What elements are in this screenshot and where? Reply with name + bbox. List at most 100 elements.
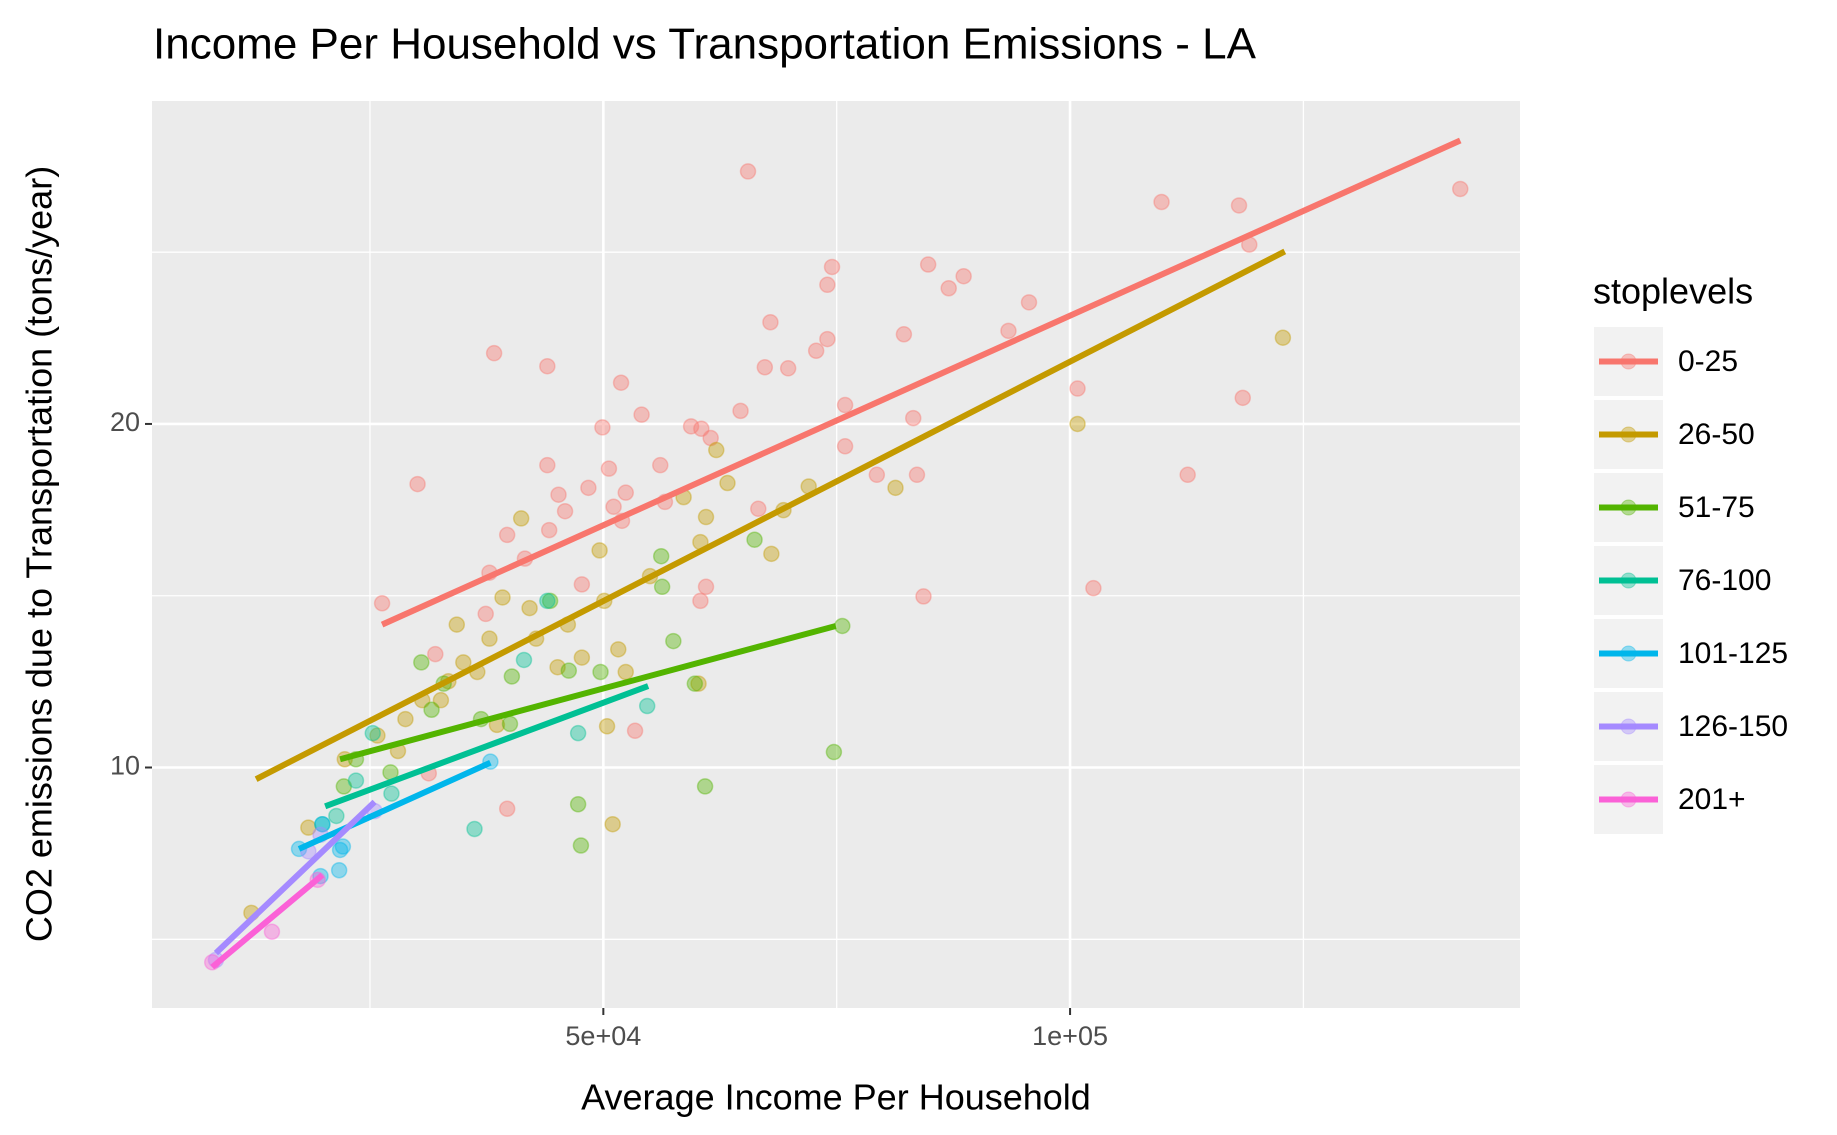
data-point: [549, 658, 566, 676]
data-point: [693, 420, 710, 438]
data-point: [605, 498, 622, 515]
legend-title: stoplevels: [1593, 271, 1753, 312]
data-point: [697, 578, 715, 596]
fit-line: [210, 872, 325, 970]
data-point: [1230, 197, 1248, 214]
data-point: [633, 406, 650, 423]
legend-point: [1620, 353, 1637, 370]
legend-label: 76-100: [1678, 564, 1771, 597]
data-point: [1085, 579, 1102, 597]
data-point: [409, 475, 426, 493]
data-point: [612, 374, 630, 391]
data-point: [477, 605, 494, 623]
data-point: [539, 357, 556, 375]
legend-label: 201+: [1678, 783, 1746, 816]
data-point: [825, 743, 843, 761]
legend-point: [1620, 718, 1637, 735]
data-point: [904, 409, 922, 427]
data-point: [556, 502, 574, 520]
fit-line: [324, 683, 650, 810]
x-tick-label: 5e+04: [565, 1021, 641, 1051]
data-point: [652, 456, 669, 474]
data-point: [498, 526, 516, 544]
y-tick-label: 20: [110, 407, 140, 437]
data-point: [1153, 193, 1170, 211]
fit-line: [297, 759, 492, 852]
data-point: [919, 256, 937, 273]
data-point: [600, 460, 618, 477]
data-point: [610, 641, 627, 658]
data-point: [1274, 329, 1292, 346]
data-point: [580, 479, 597, 497]
fit-line: [213, 799, 377, 956]
data-point: [573, 576, 591, 593]
data-point: [539, 592, 556, 610]
data-point: [692, 592, 709, 610]
legend-point: [1620, 791, 1637, 808]
data-point: [550, 486, 567, 503]
data-point: [423, 701, 440, 719]
y-axis-title: CO2 emissions due to Transportation (ton…: [19, 166, 60, 942]
data-point: [779, 360, 797, 377]
data-point: [300, 819, 317, 836]
data-point: [560, 662, 578, 679]
data-point: [719, 474, 736, 492]
legend-point: [1620, 645, 1637, 662]
data-point: [263, 923, 281, 940]
fit-line: [380, 137, 1462, 628]
data-point: [708, 441, 725, 459]
legend-point: [1620, 426, 1637, 443]
data-point: [541, 592, 559, 610]
data-point: [1069, 415, 1086, 433]
data-point: [756, 359, 774, 376]
data-point: [598, 718, 616, 735]
data-point: [503, 668, 521, 685]
data-point: [328, 807, 345, 825]
x-tick-label: 1e+05: [1032, 1021, 1108, 1051]
data-point: [819, 330, 836, 348]
data-point: [314, 815, 331, 833]
data-point: [807, 342, 825, 360]
data-point: [594, 419, 611, 436]
data-point: [515, 651, 533, 669]
data-point: [834, 617, 851, 635]
data-point: [836, 438, 854, 455]
data-point: [940, 279, 957, 297]
data-point: [413, 654, 430, 671]
data-point: [682, 418, 700, 435]
data-point: [1179, 466, 1196, 484]
data-point: [617, 484, 634, 501]
data-point: [653, 578, 671, 596]
data-point: [836, 396, 854, 414]
data-point: [540, 521, 558, 539]
data-point: [696, 778, 714, 795]
data-point: [702, 429, 719, 447]
data-point: [739, 163, 757, 180]
fit-line: [339, 623, 837, 763]
data-point: [763, 545, 780, 563]
data-point: [466, 820, 483, 838]
data-point: [1069, 380, 1086, 397]
data-point: [915, 588, 932, 605]
legend-label: 101-125: [1678, 637, 1788, 670]
data-point: [1000, 322, 1017, 340]
data-point: [335, 778, 353, 795]
data-point: [331, 841, 349, 859]
legend-label: 126-150: [1678, 710, 1788, 743]
data-point: [481, 630, 498, 647]
data-point: [501, 715, 519, 733]
data-point: [1234, 389, 1252, 407]
data-point: [432, 691, 450, 709]
data-point: [314, 815, 331, 833]
data-point: [347, 772, 365, 789]
data-point: [573, 649, 591, 666]
data-point: [665, 632, 682, 650]
data-point: [690, 675, 707, 692]
data-point: [908, 466, 926, 484]
data-point: [746, 531, 763, 548]
plot-panel: [152, 101, 1520, 1008]
data-point: [334, 838, 352, 855]
data-point: [887, 479, 904, 497]
